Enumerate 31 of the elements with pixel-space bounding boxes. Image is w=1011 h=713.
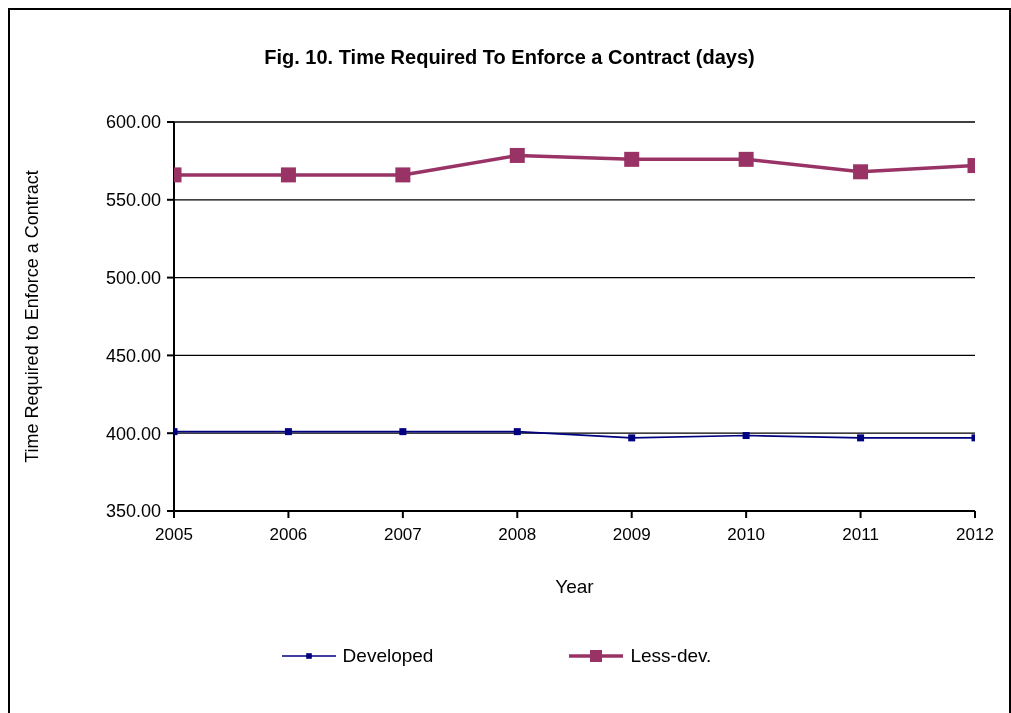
x-tick-label: 2008 [498, 525, 537, 545]
point [399, 428, 407, 436]
x-tick-label: 2006 [269, 525, 308, 545]
y-axis-title: Time Required to Enforce a Contract [22, 170, 42, 463]
point [624, 151, 640, 167]
x-tick-label: 2007 [383, 525, 422, 545]
y-tick-label: 550.00 [105, 190, 161, 211]
x-tick-label: 2010 [727, 525, 766, 545]
x-tick-label: 2005 [155, 525, 193, 545]
point [513, 428, 521, 436]
point [738, 151, 754, 167]
y-tick-label: 600.00 [105, 112, 161, 133]
y-tick-label: 350.00 [105, 501, 161, 522]
legend-label: Less-dev. [630, 645, 712, 667]
point [509, 147, 525, 163]
y-tick-label: 400.00 [105, 423, 161, 444]
point [628, 434, 636, 442]
legend-label: Developed [342, 645, 434, 667]
y-tick-label: 450.00 [105, 345, 161, 366]
chart-title: Fig. 10. Time Required To Enforce a Contract (days) [263, 46, 756, 69]
y-tick-label: 500.00 [105, 267, 161, 288]
x-tick-label: 2009 [612, 525, 651, 545]
point [284, 428, 292, 436]
x-axis-title: Year [555, 576, 595, 597]
point [857, 434, 865, 442]
point [742, 432, 750, 440]
x-tick-label: 2012 [956, 525, 994, 545]
x-tick-label: 2011 [842, 525, 879, 545]
point [853, 164, 869, 180]
point [280, 167, 296, 183]
point [395, 167, 411, 183]
